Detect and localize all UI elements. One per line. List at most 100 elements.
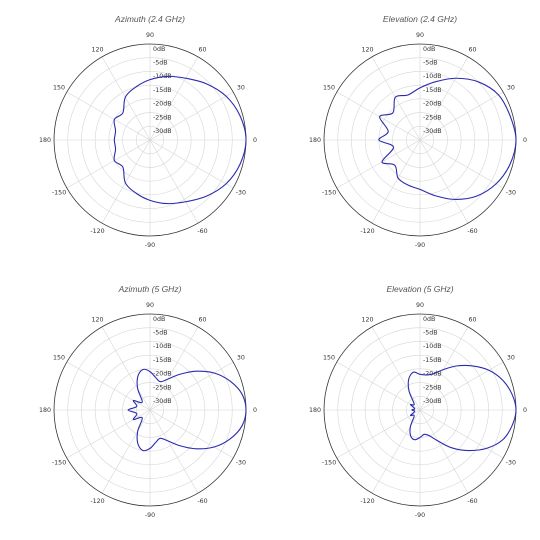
- spoke-line: [149, 409, 199, 494]
- spoke-line: [149, 409, 234, 459]
- spoke-line: [371, 56, 421, 141]
- spoke-line: [336, 139, 421, 189]
- angle-tick-label: -60: [467, 228, 477, 235]
- db-tick-label: -30dB: [423, 128, 442, 135]
- angle-tick-label: -30: [236, 190, 246, 197]
- db-tick-label: -20dB: [423, 101, 442, 108]
- angle-tick-label: -90: [145, 242, 155, 249]
- db-tick-label: -25dB: [423, 114, 442, 121]
- db-tick-label: -15dB: [423, 87, 442, 94]
- angle-tick-label: -60: [197, 228, 207, 235]
- angle-tick-label: 150: [53, 355, 65, 362]
- angle-tick-label: -120: [90, 498, 104, 505]
- angle-tick-label: -60: [467, 498, 477, 505]
- angle-tick-label: -150: [322, 460, 336, 467]
- angle-tick-label: 30: [507, 355, 515, 362]
- db-tick-label: 0dB: [423, 316, 435, 323]
- db-ring: [135, 125, 165, 155]
- angle-tick-label: 180: [309, 407, 321, 414]
- db-ring: [405, 395, 435, 425]
- spoke-line: [419, 139, 469, 224]
- angle-tick-label: 180: [39, 407, 51, 414]
- elevation-5ghz-plot: Elevation (5 GHz) 0 30 60 90 120 150 180 -150 -12…: [270, 270, 540, 540]
- spoke-line: [336, 91, 421, 141]
- spoke-line: [371, 139, 421, 224]
- db-ring: [94, 84, 206, 196]
- db-tick-label: 0dB: [153, 46, 165, 53]
- angle-tick-label: -30: [506, 460, 516, 467]
- angle-tick-label: -30: [506, 190, 516, 197]
- db-tick-label: -20dB: [153, 101, 172, 108]
- azimuth-2-4ghz-svg: Azimuth (2.4 GHz) 0 30 60 90 120 150 180 -150 -12…: [39, 14, 257, 249]
- spoke-line: [66, 361, 151, 411]
- db-ring: [135, 395, 165, 425]
- db-ring: [337, 57, 503, 223]
- spoke-line: [149, 361, 234, 411]
- angle-tick-label: -60: [197, 498, 207, 505]
- db-tick-label: -5dB: [423, 330, 438, 337]
- azimuth-5ghz-plot: Azimuth (5 GHz) 0 30 60 90 120 150 180 -150 -120 -…: [0, 270, 270, 540]
- angle-tick-label: -90: [415, 512, 425, 519]
- db-ring: [378, 368, 462, 452]
- angle-tick-label: 60: [198, 46, 206, 53]
- spoke-line: [371, 326, 421, 411]
- angle-tick-label: -90: [145, 512, 155, 519]
- db-ring: [108, 98, 192, 182]
- db-ring: [364, 84, 476, 196]
- angle-tick-label: 60: [468, 316, 476, 323]
- spoke-line: [101, 326, 151, 411]
- elevation-2-4ghz-plot: Elevation (2.4 GHz) 0 30 60 90 120 150 180 -150 -…: [270, 0, 540, 270]
- azimuth-5ghz-svg: Azimuth (5 GHz) 0 30 60 90 120 150 180 -150 -120 -…: [39, 284, 257, 519]
- radiation-pattern-trace: [407, 364, 517, 452]
- db-tick-label: -5dB: [153, 330, 168, 337]
- db-ring: [351, 71, 489, 209]
- elevation-2-4ghz-svg: Elevation (2.4 GHz) 0 30 60 90 120 150 180 -150 -…: [309, 14, 527, 249]
- angle-tick-label: 60: [468, 46, 476, 53]
- spoke-line: [66, 409, 151, 459]
- angle-tick-label: 120: [91, 316, 103, 323]
- angle-tick-label: 150: [323, 355, 335, 362]
- spoke-line: [101, 139, 151, 224]
- db-ring: [81, 71, 219, 209]
- db-ring: [122, 112, 178, 168]
- angle-tick-label: 30: [507, 85, 515, 92]
- db-tick-label: -15dB: [423, 357, 442, 364]
- spoke-line: [66, 139, 151, 189]
- angle-tick-label: 0: [523, 407, 527, 414]
- db-tick-label: 0dB: [423, 46, 435, 53]
- db-tick-label: -25dB: [153, 114, 172, 121]
- angle-tick-label: 60: [198, 316, 206, 323]
- db-tick-label: -5dB: [153, 60, 168, 67]
- db-tick-label: -20dB: [153, 371, 172, 378]
- db-ring: [81, 341, 219, 479]
- spoke-line: [419, 326, 469, 411]
- angle-tick-label: 0: [523, 137, 527, 144]
- angle-tick-label: 30: [237, 85, 245, 92]
- db-ring: [108, 368, 192, 452]
- angle-tick-label: 90: [416, 302, 424, 309]
- db-tick-label: -5dB: [423, 60, 438, 67]
- elevation-5ghz-svg: Elevation (5 GHz) 0 30 60 90 120 150 180 -150 -12…: [309, 284, 527, 519]
- spoke-line: [149, 56, 199, 141]
- angle-tick-label: -120: [360, 228, 374, 235]
- spoke-line: [66, 91, 151, 141]
- db-ring: [351, 341, 489, 479]
- spoke-line: [419, 409, 469, 494]
- spoke-line: [149, 326, 199, 411]
- spoke-line: [149, 91, 234, 141]
- db-tick-label: -30dB: [153, 128, 172, 135]
- angle-tick-label: 120: [361, 46, 373, 53]
- db-ring: [405, 125, 435, 155]
- db-ring: [122, 382, 178, 438]
- db-ring: [364, 354, 476, 466]
- spoke-line: [371, 409, 421, 494]
- chart-title: Azimuth (2.4 GHz): [114, 14, 185, 24]
- angle-tick-label: 120: [361, 316, 373, 323]
- chart-title: Elevation (2.4 GHz): [383, 14, 457, 24]
- chart-title: Azimuth (5 GHz): [118, 284, 182, 294]
- angle-tick-label: -120: [90, 228, 104, 235]
- angle-tick-label: 90: [146, 302, 154, 309]
- angle-tick-label: 0: [253, 407, 257, 414]
- angle-tick-label: 180: [39, 137, 51, 144]
